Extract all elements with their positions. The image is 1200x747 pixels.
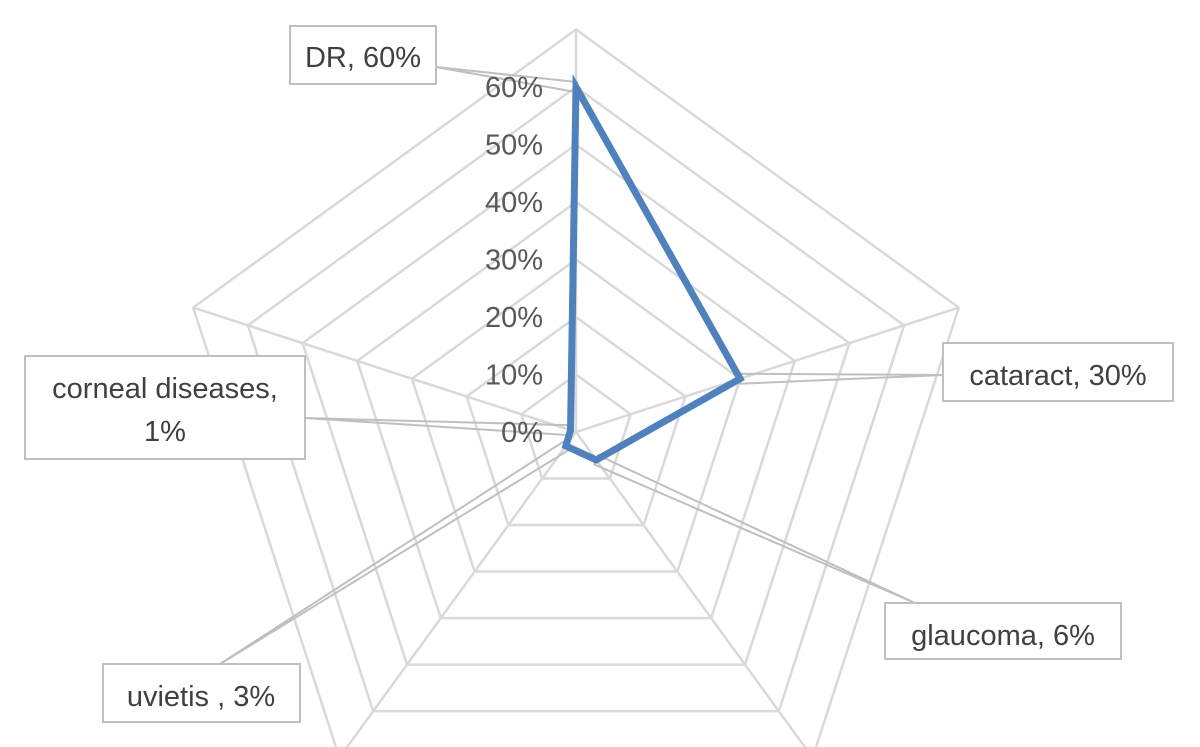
series-line — [561, 74, 745, 464]
grid-ring — [465, 315, 687, 527]
data-label: glaucoma, 6% — [884, 602, 1122, 660]
data-label: uvietis , 3% — [102, 663, 301, 723]
tick-label: 40% — [485, 187, 543, 219]
grid-layer — [191, 27, 961, 747]
data-label-text: 1% — [144, 416, 186, 448]
data-label: cataract, 30% — [942, 342, 1174, 402]
data-label: corneal diseases, 1% — [24, 355, 306, 460]
grid-ring — [410, 257, 742, 573]
data-label-box — [289, 25, 437, 85]
leader-line — [738, 372, 944, 385]
grid-ring — [355, 200, 797, 620]
data-label-text: cataract, 30% — [969, 360, 1146, 392]
grid-ring — [246, 85, 906, 713]
data-label-box — [942, 342, 1174, 402]
data-label-text: uvietis , 3% — [127, 681, 275, 713]
axis-spoke — [575, 306, 960, 434]
data-label-box — [884, 602, 1122, 660]
axis-spoke — [192, 306, 577, 434]
tick-label: 20% — [485, 302, 543, 334]
data-label-box — [24, 355, 306, 460]
tick-labels: 0% 10% 20% 30% 40% 50% 60% — [485, 72, 543, 449]
axis-spoke — [345, 431, 578, 747]
series-layer — [561, 74, 745, 464]
axis-spoke — [574, 431, 807, 747]
data-label-text: corneal diseases, — [52, 373, 278, 405]
tick-label: 30% — [485, 245, 543, 277]
data-label: DR, 60% — [289, 25, 437, 85]
tick-label: 60% — [485, 72, 543, 104]
tick-label: 10% — [485, 360, 543, 392]
data-label-text: glaucoma, 6% — [911, 620, 1095, 652]
data-label-text: DR, 60% — [305, 42, 421, 74]
tick-label: 50% — [485, 130, 543, 162]
grid-ring — [191, 27, 961, 747]
tick-label: 0% — [501, 417, 543, 449]
data-label-box — [102, 663, 301, 723]
leader-line — [592, 454, 916, 604]
grid-ring — [519, 372, 633, 480]
grid-ring — [301, 142, 851, 666]
data-labels: DR, 60% cataract, 30% glaucoma, 6% uvietis … — [24, 25, 1174, 723]
